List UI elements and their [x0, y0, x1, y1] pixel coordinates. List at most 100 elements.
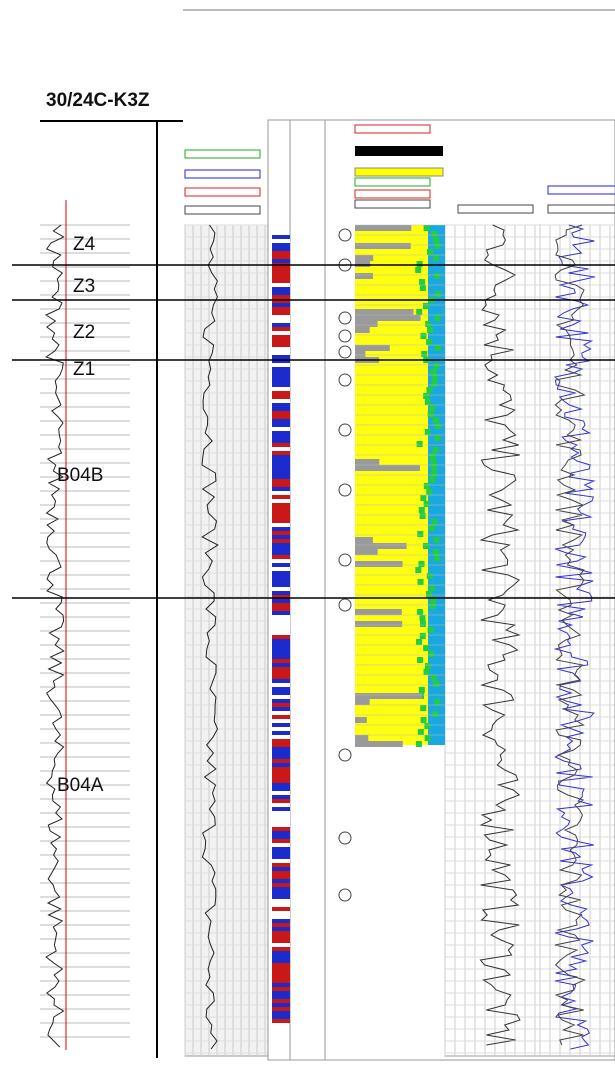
- lith-bar: [272, 479, 290, 483]
- lith-bar: [272, 715, 290, 719]
- lith-fill: [422, 303, 429, 309]
- lith-bar: [272, 627, 290, 631]
- lith-bar: [272, 567, 290, 571]
- header-bar: [354, 167, 444, 177]
- shale-fill: [355, 255, 374, 261]
- lith-bar: [272, 319, 290, 323]
- lith-fill: [426, 573, 433, 579]
- lith-bar: [272, 427, 290, 431]
- lith-bar: [272, 283, 290, 287]
- lith-bar: [272, 247, 290, 251]
- lith-bar: [272, 831, 290, 835]
- lith-fill: [432, 375, 439, 381]
- lith-bar: [272, 755, 290, 759]
- lith-bar: [272, 659, 290, 663]
- lith-bar: [272, 959, 290, 963]
- lith-fill: [425, 321, 432, 327]
- lith-bar: [272, 747, 290, 751]
- lith-bar: [272, 995, 290, 999]
- lith-fill: [432, 447, 439, 453]
- lith-bar: [272, 943, 290, 947]
- lith-bar: [272, 383, 290, 387]
- lith-bar: [272, 807, 290, 811]
- lith-fill: [416, 639, 423, 645]
- lith-bar: [272, 315, 290, 319]
- lith-bar: [272, 939, 290, 943]
- lith-bar: [272, 407, 290, 411]
- lith-bar: [272, 907, 290, 911]
- lith-bar: [272, 963, 290, 967]
- lith-bar: [272, 391, 290, 395]
- lith-fill: [419, 513, 426, 519]
- lith-fill: [418, 561, 425, 567]
- lith-bar: [272, 519, 290, 523]
- lith-fill: [433, 555, 440, 561]
- lith-fill: [425, 663, 432, 669]
- lith-bar: [272, 235, 290, 239]
- lith-fill: [425, 591, 432, 597]
- symbol: [338, 345, 352, 359]
- lith-bar: [272, 823, 290, 827]
- lith-bar: [272, 927, 290, 931]
- lith-bar: [272, 847, 290, 851]
- lith-bar: [272, 599, 290, 603]
- lith-bar: [272, 775, 290, 779]
- lith-fill: [423, 483, 430, 489]
- lith-fill: [423, 669, 430, 675]
- lith-bar: [272, 355, 290, 359]
- lith-fill: [432, 255, 439, 261]
- lith-bar: [272, 903, 290, 907]
- lith-bar: [272, 387, 290, 391]
- lith-bar: [272, 331, 290, 335]
- tracks: [40, 119, 615, 1061]
- lith-bar: [272, 727, 290, 731]
- lith-fill: [417, 609, 424, 615]
- symbol: [338, 423, 352, 437]
- lith-bar: [272, 375, 290, 379]
- lith-bar: [272, 487, 290, 491]
- lith-bar: [272, 539, 290, 543]
- lith-bar: [272, 863, 290, 867]
- lith-bar: [272, 611, 290, 615]
- lith-bar: [272, 511, 290, 515]
- lith-bar: [272, 683, 290, 687]
- lith-bar: [272, 655, 290, 659]
- lith-bar: [272, 919, 290, 923]
- lith-bar: [272, 827, 290, 831]
- zone-label: B04A: [57, 775, 104, 796]
- symbol: [338, 553, 352, 567]
- symbol: [338, 228, 352, 242]
- lith-bar: [272, 291, 290, 295]
- lith-bar: [272, 703, 290, 707]
- zone-markers: Z4 Z3 Z2 Z1 B04B B04A: [12, 234, 615, 796]
- lith-bar: [272, 455, 290, 459]
- lith-bar: [272, 707, 290, 711]
- log-curve: [44, 224, 65, 1048]
- lith-bar: [272, 791, 290, 795]
- lith-bar: [272, 275, 290, 279]
- shale-fill: [355, 327, 370, 333]
- zone-label: B04B: [57, 465, 103, 486]
- lith-bar: [272, 415, 290, 419]
- lith-fill: [430, 675, 437, 681]
- lith-bar: [272, 299, 290, 303]
- lith-fill: [434, 243, 441, 249]
- lith-bar: [272, 875, 290, 879]
- header-box: [354, 189, 431, 199]
- lith-bar: [272, 607, 290, 611]
- lith-fill: [415, 741, 422, 747]
- lith-bar: [272, 871, 290, 875]
- shale-fill: [355, 243, 411, 249]
- lith-fill: [417, 729, 424, 735]
- lith-bar: [272, 851, 290, 855]
- lith-fill: [418, 687, 425, 693]
- lith-bar: [272, 679, 290, 683]
- lith-fill: [424, 399, 431, 405]
- lith-bar: [272, 467, 290, 471]
- header-bar: [355, 146, 443, 156]
- lith-fill: [427, 627, 434, 633]
- lith-bar: [272, 359, 290, 363]
- lith-bar: [272, 303, 290, 307]
- lith-bar: [272, 327, 290, 331]
- lith-fill: [417, 579, 424, 585]
